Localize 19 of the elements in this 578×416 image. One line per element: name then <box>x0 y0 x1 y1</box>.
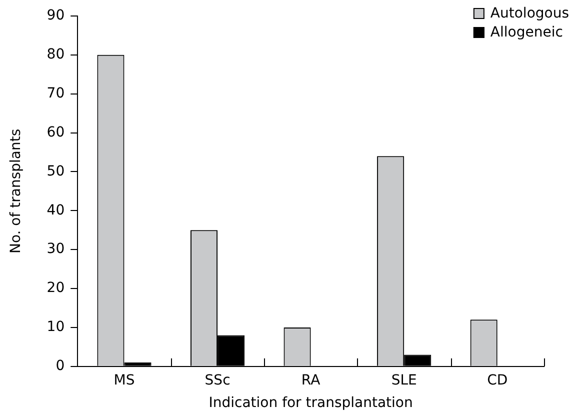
y-tick-label: 10 <box>46 319 65 336</box>
x-tick-label: SSc <box>204 372 230 388</box>
y-tick-label: 20 <box>46 280 65 296</box>
legend-label: Autologous <box>490 6 570 22</box>
x-tick-label: CD <box>487 372 508 388</box>
y-tick-label: 80 <box>46 46 65 63</box>
y-tick-label: 30 <box>46 241 65 258</box>
x-tick-label: SLE <box>391 372 417 388</box>
y-axis-title: No. of transplants <box>8 128 24 254</box>
y-tick-label: 0 <box>56 358 65 374</box>
y-tick-label: 90 <box>46 8 65 24</box>
x-tick-label: RA <box>301 372 321 388</box>
x-axis-title: Indication for transplantation <box>208 395 413 412</box>
y-tick-label: 70 <box>46 86 65 102</box>
y-tick-label: 50 <box>46 163 65 180</box>
y-tick-label: 60 <box>46 124 65 140</box>
x-tick-label: MS <box>114 372 135 388</box>
legend-label: Allogeneic <box>490 24 563 41</box>
y-tick-label: 40 <box>46 202 65 218</box>
